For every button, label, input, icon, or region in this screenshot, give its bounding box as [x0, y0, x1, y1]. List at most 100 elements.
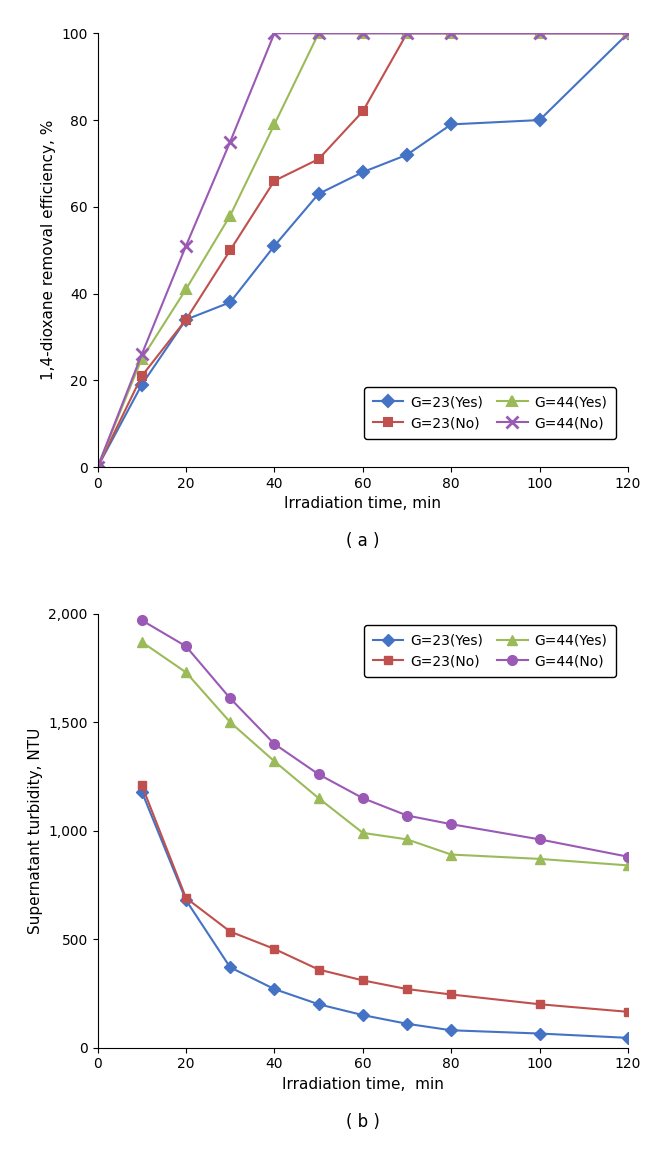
G=23(Yes) — [403, 148, 411, 162]
G=44(Yes) — [94, 460, 102, 474]
Line: G=44(Yes): G=44(Yes) — [93, 29, 633, 472]
G=23(No) — [314, 152, 322, 166]
G=44(No) — [624, 27, 632, 40]
G=44(Yes) — [624, 27, 632, 40]
G=23(Yes) — [536, 113, 544, 127]
G=44(No) — [182, 639, 190, 653]
X-axis label: Irradiation time, min: Irradiation time, min — [284, 496, 442, 511]
G=44(No) — [447, 27, 455, 40]
G=44(Yes) — [536, 852, 544, 866]
Line: G=44(Yes): G=44(Yes) — [137, 637, 633, 870]
G=44(Yes) — [403, 832, 411, 846]
G=44(Yes) — [359, 27, 367, 40]
Y-axis label: Supernatant turbidity, NTU: Supernatant turbidity, NTU — [28, 727, 43, 934]
G=23(Yes) — [359, 165, 367, 179]
G=23(Yes) — [182, 893, 190, 907]
G=23(Yes) — [447, 1024, 455, 1037]
G=23(Yes) — [624, 1031, 632, 1044]
G=44(Yes) — [138, 352, 146, 366]
G=44(Yes) — [182, 666, 190, 680]
X-axis label: Irradiation time,  min: Irradiation time, min — [282, 1077, 444, 1092]
G=44(No) — [94, 460, 102, 474]
G=44(Yes) — [138, 635, 146, 649]
G=23(Yes) — [447, 118, 455, 132]
G=23(No) — [624, 27, 632, 40]
G=23(No) — [624, 1005, 632, 1019]
G=44(No) — [314, 767, 322, 781]
G=44(No) — [447, 817, 455, 831]
G=23(No) — [403, 982, 411, 996]
G=44(Yes) — [226, 209, 234, 223]
G=44(Yes) — [270, 118, 278, 132]
G=44(No) — [314, 27, 322, 40]
G=23(No) — [447, 988, 455, 1002]
G=23(No) — [94, 460, 102, 474]
G=23(Yes) — [403, 1017, 411, 1031]
G=44(No) — [624, 849, 632, 863]
G=44(No) — [182, 239, 190, 253]
G=23(Yes) — [314, 187, 322, 201]
Text: ( a ): ( a ) — [346, 532, 379, 550]
Y-axis label: 1,4-dioxane removal efficiency, %: 1,4-dioxane removal efficiency, % — [41, 120, 56, 381]
Line: G=23(No): G=23(No) — [94, 29, 632, 471]
G=23(No) — [536, 997, 544, 1011]
Line: G=23(Yes): G=23(Yes) — [94, 29, 632, 471]
G=44(Yes) — [182, 283, 190, 297]
G=23(Yes) — [226, 295, 234, 309]
G=23(Yes) — [359, 1009, 367, 1022]
G=23(No) — [226, 924, 234, 938]
G=44(Yes) — [624, 859, 632, 872]
G=44(No) — [403, 809, 411, 823]
G=44(No) — [138, 347, 146, 361]
G=23(Yes) — [270, 982, 278, 996]
G=23(Yes) — [226, 960, 234, 974]
G=44(Yes) — [226, 715, 234, 729]
G=44(Yes) — [447, 27, 455, 40]
G=44(No) — [403, 27, 411, 40]
G=23(No) — [447, 27, 455, 40]
Text: ( b ): ( b ) — [346, 1112, 380, 1131]
G=44(Yes) — [314, 27, 322, 40]
G=23(Yes) — [624, 27, 632, 40]
G=23(No) — [536, 27, 544, 40]
G=44(Yes) — [536, 27, 544, 40]
G=23(Yes) — [536, 1027, 544, 1041]
G=44(No) — [226, 135, 234, 149]
G=23(No) — [359, 105, 367, 119]
G=23(Yes) — [270, 239, 278, 253]
G=23(No) — [138, 778, 146, 792]
G=23(No) — [182, 891, 190, 905]
G=23(Yes) — [94, 460, 102, 474]
G=44(No) — [536, 27, 544, 40]
Line: G=23(No): G=23(No) — [138, 781, 632, 1016]
Line: G=23(Yes): G=23(Yes) — [138, 787, 632, 1042]
G=44(No) — [270, 27, 278, 40]
G=23(No) — [182, 313, 190, 327]
Line: G=44(No): G=44(No) — [137, 615, 633, 862]
G=44(Yes) — [359, 826, 367, 840]
G=44(No) — [359, 792, 367, 805]
G=44(Yes) — [270, 755, 278, 769]
G=23(No) — [270, 174, 278, 188]
G=23(No) — [270, 942, 278, 956]
G=44(Yes) — [314, 792, 322, 805]
G=23(Yes) — [182, 313, 190, 327]
Legend: G=23(Yes), G=23(No), G=44(Yes), G=44(No): G=23(Yes), G=23(No), G=44(Yes), G=44(No) — [365, 387, 615, 439]
G=44(No) — [226, 691, 234, 705]
G=44(No) — [138, 613, 146, 627]
G=23(No) — [138, 369, 146, 383]
G=23(No) — [403, 27, 411, 40]
G=44(Yes) — [447, 848, 455, 862]
G=23(Yes) — [314, 997, 322, 1011]
G=23(No) — [314, 962, 322, 976]
G=44(No) — [270, 737, 278, 751]
G=23(Yes) — [138, 785, 146, 799]
G=44(No) — [536, 832, 544, 846]
G=23(No) — [226, 243, 234, 257]
G=23(No) — [359, 974, 367, 988]
G=23(Yes) — [138, 377, 146, 391]
G=44(No) — [359, 27, 367, 40]
Line: G=44(No): G=44(No) — [92, 28, 634, 473]
Legend: G=23(Yes), G=23(No), G=44(Yes), G=44(No): G=23(Yes), G=23(No), G=44(Yes), G=44(No) — [365, 625, 615, 676]
G=44(Yes) — [403, 27, 411, 40]
